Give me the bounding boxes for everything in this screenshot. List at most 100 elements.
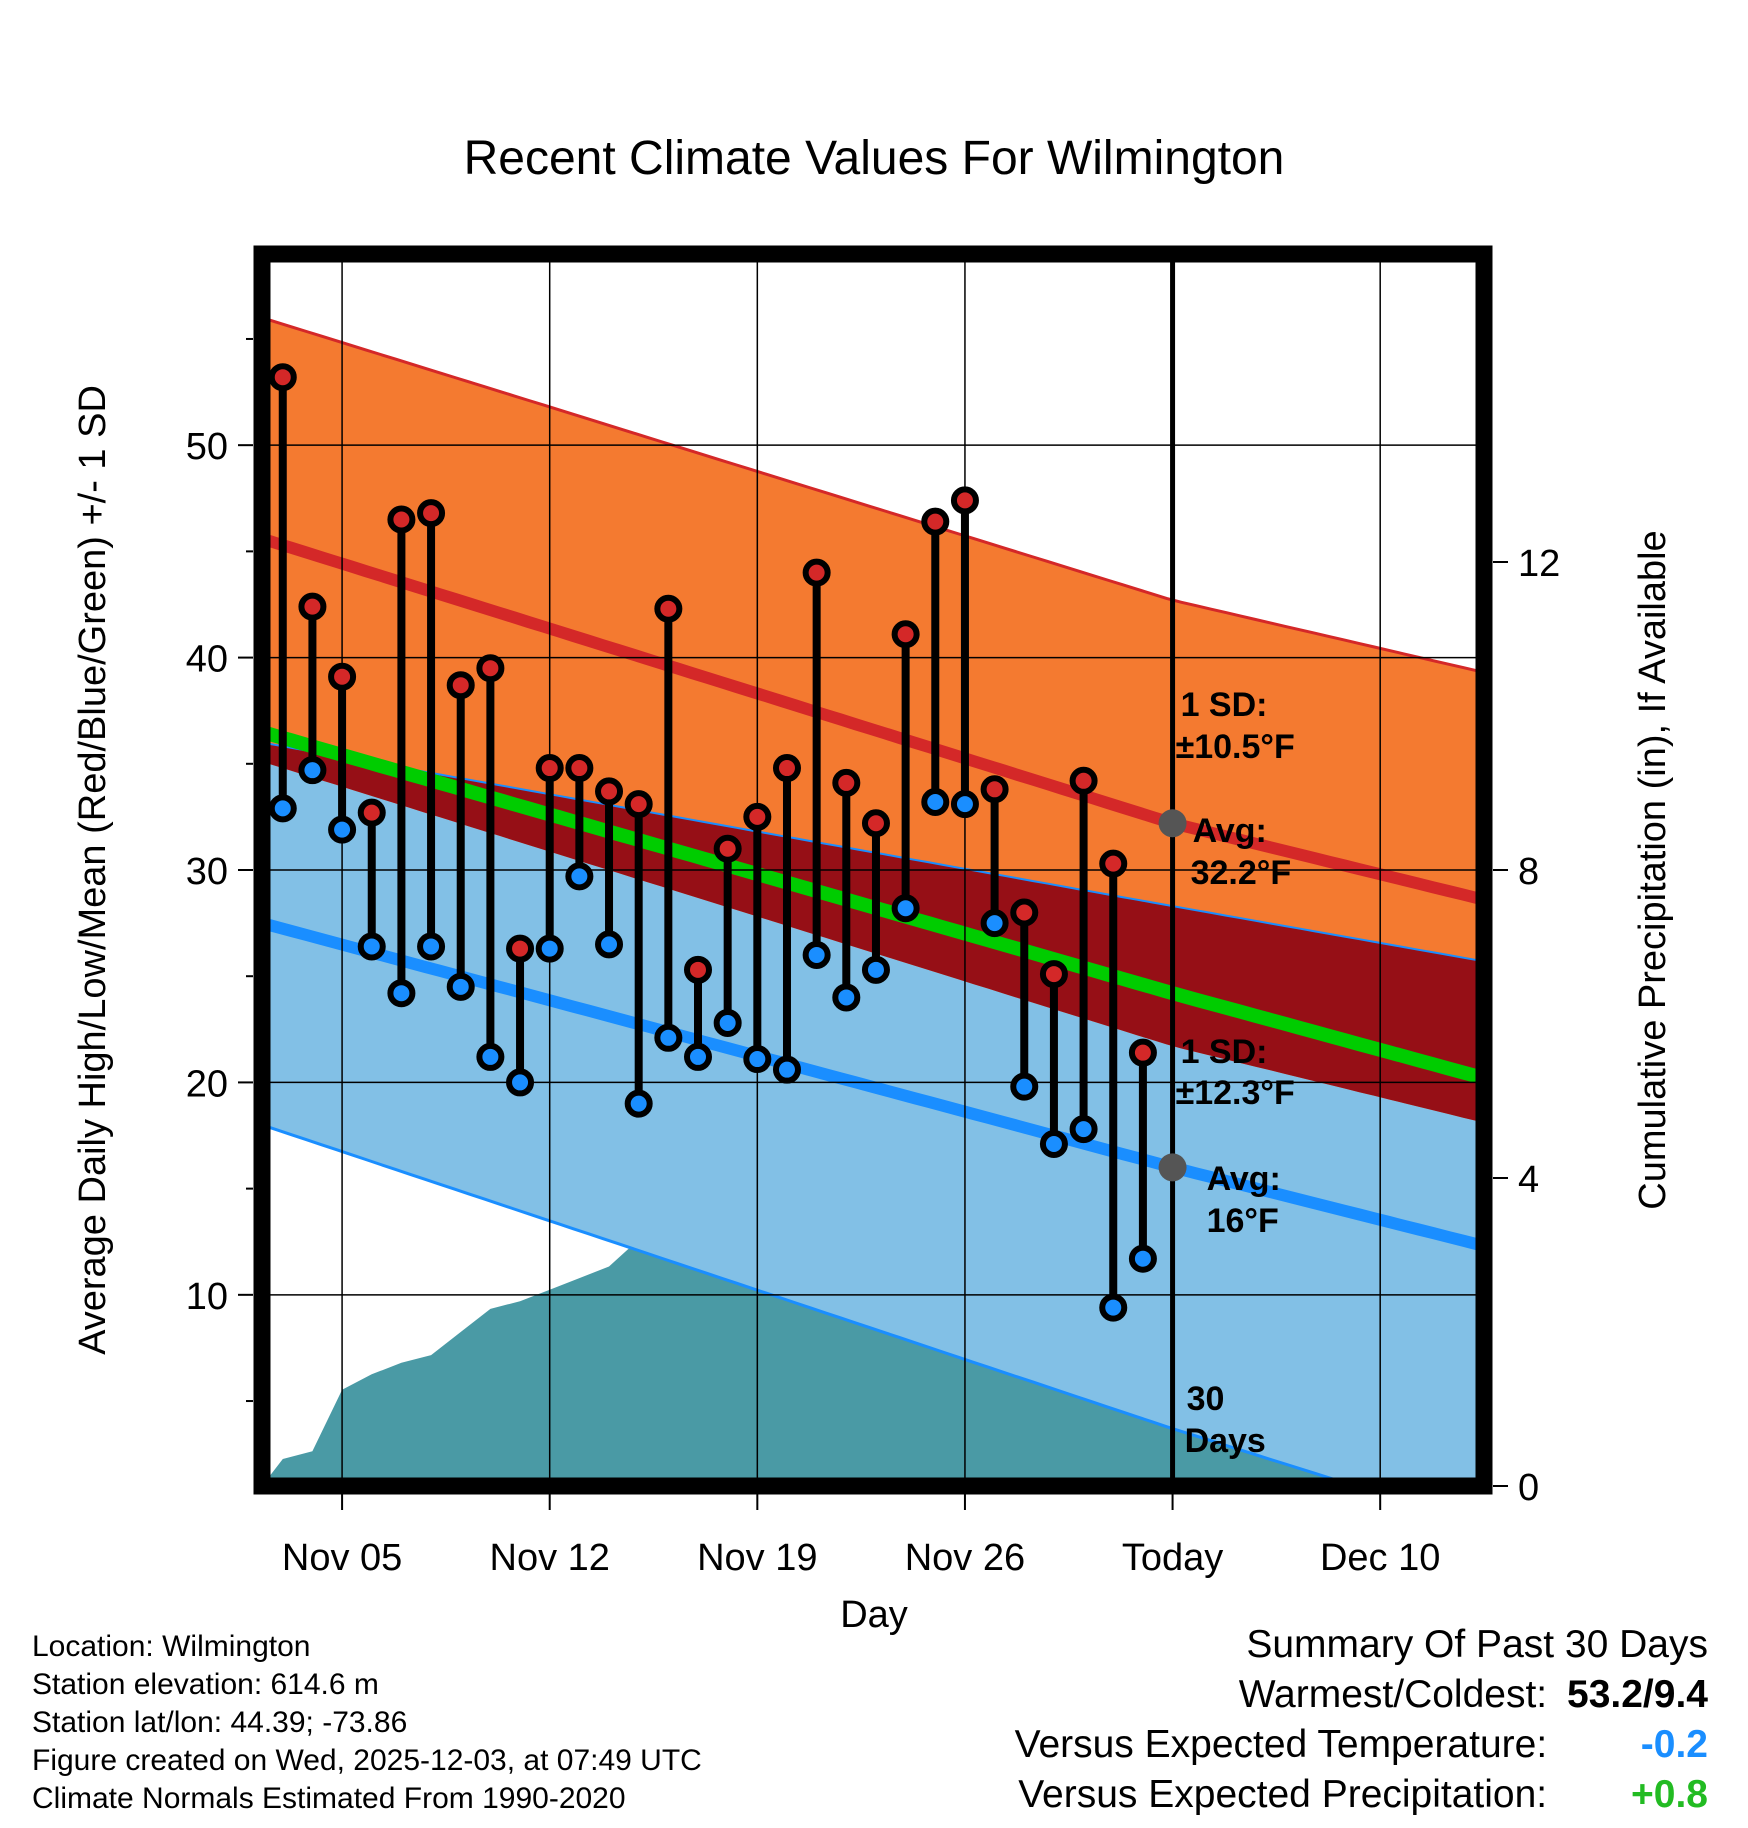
chart-title: Recent Climate Values For Wilmington (464, 132, 1285, 185)
daily-low-point (1099, 1293, 1128, 1322)
daily-high-point (1128, 1038, 1157, 1067)
daily-high-point (743, 802, 772, 831)
daily-low-point (772, 1055, 801, 1084)
y-left-tick-label: 50 (186, 426, 228, 468)
daily-low-point (861, 955, 890, 984)
daily-range-bars (278, 377, 1147, 1308)
low-avg-value: 16°F (1207, 1202, 1279, 1240)
daily-high-point (772, 754, 801, 783)
x-tick-label: Nov 12 (490, 1537, 610, 1579)
low-minus-sd-line (262, 1123, 1361, 1486)
low-avg-label: Avg: (1207, 1160, 1281, 1198)
location-text: Location: Wilmington (32, 1630, 311, 1663)
high-sd-value: ±10.5°F (1176, 728, 1295, 766)
station-metadata: Location: Wilmington Station elevation: … (32, 1628, 702, 1818)
daily-low-point (387, 979, 416, 1008)
plot-frame (253, 245, 1493, 1495)
daily-low-point (654, 1023, 683, 1052)
daily-high-point (268, 363, 297, 392)
daily-high-point (980, 775, 1009, 804)
temperature-label: Versus Expected Temperature: (1014, 1723, 1548, 1766)
high-avg-value: 32.2°F (1191, 854, 1292, 892)
low-sd-value: ±12.3°F (1176, 1074, 1295, 1112)
daily-high-point (950, 486, 979, 515)
grid-lines (262, 254, 1484, 1486)
today-days-label: 30 Days (1185, 1380, 1266, 1460)
warmest-coldest-row: Warmest/Coldest: 53.2/9.4 (1015, 1670, 1708, 1720)
x-tick-label: Nov 19 (697, 1537, 817, 1579)
precipitation-label: Versus Expected Precipitation: (1018, 1773, 1548, 1816)
daily-high-point (565, 754, 594, 783)
daily-high-point (298, 592, 327, 621)
elevation-text: Station elevation: 614.6 m (32, 1668, 379, 1701)
low-sd-label: 1 SD: (1181, 1033, 1268, 1071)
daily-points (268, 363, 1157, 1322)
daily-low-point (1039, 1130, 1068, 1159)
daily-low-point (1010, 1072, 1039, 1101)
daily-high-point (1010, 898, 1039, 927)
daily-low-point (446, 972, 475, 1001)
plot-area (262, 254, 1484, 1486)
daily-high-point (417, 499, 446, 528)
temperature-value: -0.2 (1640, 1723, 1708, 1766)
daily-low-point (891, 894, 920, 923)
latlon-text: Station lat/lon: 44.39; -73.86 (32, 1706, 408, 1739)
high-average-line (262, 532, 1480, 905)
daily-high-point (476, 654, 505, 683)
precipitation-row: Versus Expected Precipitation: +0.8 (1015, 1770, 1708, 1820)
precipitation-value: +0.8 (1631, 1773, 1708, 1816)
days-word: Days (1185, 1422, 1266, 1460)
daily-high-point (506, 934, 535, 963)
warmest-coldest-label: Warmest/Coldest: (1238, 1673, 1548, 1716)
warmest-coldest-value: 53.2/9.4 (1567, 1673, 1708, 1716)
daily-high-point (1039, 960, 1068, 989)
daily-low-point (743, 1045, 772, 1074)
daily-high-point (535, 754, 564, 783)
y-axis-left-label: Average Daily High/Low/Mean (Red/Blue/Gr… (72, 385, 114, 1355)
x-tick-label: Today (1122, 1537, 1223, 1579)
daily-low-point (535, 934, 564, 963)
summary-panel: Summary Of Past 30 Days Warmest/Coldest:… (1015, 1620, 1708, 1820)
summary-title: Summary Of Past 30 Days (1246, 1623, 1708, 1666)
daily-low-point (328, 815, 357, 844)
high-avg-label: Avg: (1193, 812, 1267, 850)
daily-high-point (328, 662, 357, 691)
x-tick-label: Nov 05 (282, 1537, 402, 1579)
daily-high-point (802, 558, 831, 587)
daily-low-point (713, 1008, 742, 1037)
y-right-tick-label: 12 (1518, 543, 1560, 585)
daily-high-point (684, 955, 713, 984)
low-average-marker (1158, 1153, 1187, 1182)
y-left-tick-label: 30 (186, 851, 228, 893)
daily-low-point (624, 1089, 653, 1118)
daily-low-point (268, 794, 297, 823)
daily-low-point (1069, 1115, 1098, 1144)
x-axis-label: Day (840, 1594, 908, 1636)
y-axis-right-label: Cumulative Precipitation (in), If Availa… (1632, 530, 1674, 1209)
daily-high-point (832, 768, 861, 797)
high-plus-sd-line (262, 316, 1479, 673)
daily-low-point (980, 909, 1009, 938)
daily-high-point (595, 777, 624, 806)
daily-low-point (802, 940, 831, 969)
created-text: Figure created on Wed, 2025-12-03, at 07… (32, 1744, 702, 1777)
daily-high-point (921, 507, 950, 536)
y-right-tick-label: 0 (1518, 1467, 1539, 1509)
daily-low-point (476, 1042, 505, 1071)
daily-low-point (684, 1042, 713, 1071)
daily-low-point (950, 790, 979, 819)
days-count: 30 (1187, 1380, 1225, 1418)
daily-low-point (921, 788, 950, 817)
temperature-row: Versus Expected Temperature: -0.2 (1015, 1720, 1708, 1770)
daily-high-point (387, 505, 416, 534)
daily-high-point (861, 809, 890, 838)
y-left-tick-label: 20 (186, 1063, 228, 1105)
daily-low-point (1128, 1244, 1157, 1273)
x-tick-label: Dec 10 (1320, 1537, 1440, 1579)
daily-low-point (565, 862, 594, 891)
y-right-tick-label: 8 (1518, 851, 1539, 893)
daily-high-point (891, 620, 920, 649)
daily-high-point (357, 798, 386, 827)
daily-high-point (713, 834, 742, 863)
